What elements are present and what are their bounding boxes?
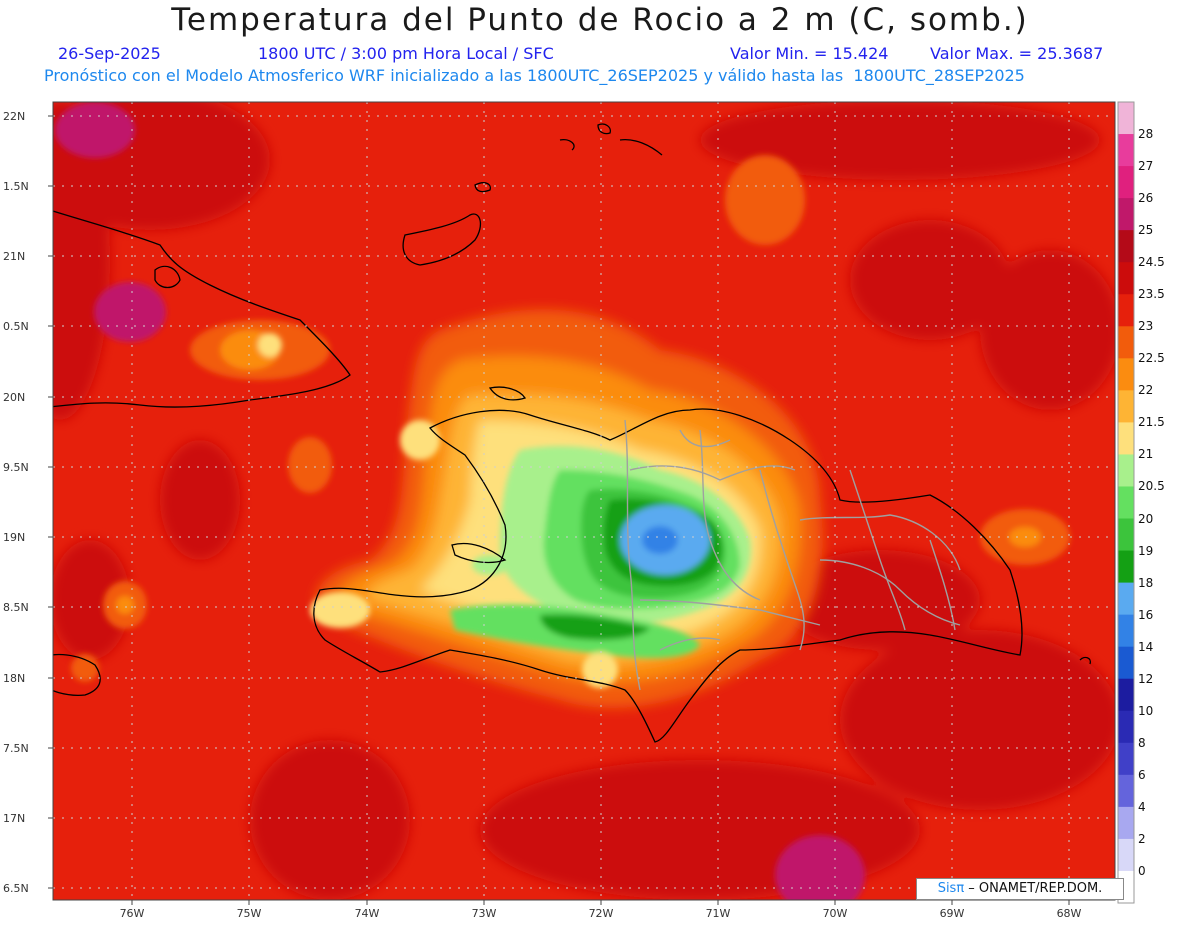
legend-swatch — [1118, 646, 1134, 680]
lat-label: 20N — [3, 391, 25, 404]
legend-level-label: 14 — [1138, 639, 1154, 654]
forecast-date: 26-Sep-2025 — [58, 44, 161, 63]
legend-swatch — [1118, 678, 1134, 712]
lon-axis-labels: 76W 75W 74W 73W 72W 71W 70W 69W 68W — [120, 907, 1082, 920]
legend-swatch — [1118, 230, 1134, 263]
legend-swatch — [1118, 326, 1134, 359]
legend-level-label: 2 — [1138, 831, 1146, 846]
lat-label: 7.5N — [3, 742, 29, 755]
watermark: Sisπ – ONAMET/REP.DOM. — [916, 878, 1124, 900]
legend-level-label: 22 — [1138, 383, 1154, 398]
lat-label: 8.5N — [3, 601, 29, 614]
graticule — [53, 102, 1115, 900]
max-value: Valor Max. = 25.3687 — [930, 44, 1104, 63]
forecast-note: Pronóstico con el Modelo Atmosferico WRF… — [44, 66, 1025, 85]
legend-colorbar — [1117, 101, 1135, 904]
lat-label: 9.5N — [3, 461, 29, 474]
legend-level-label: 21 — [1138, 447, 1154, 462]
lon-label: 71W — [706, 907, 731, 920]
legend-swatch — [1118, 390, 1134, 423]
legend-swatch — [1118, 774, 1134, 808]
min-value: Valor Min. = 15.424 — [730, 44, 889, 63]
lat-label: 22N — [3, 110, 25, 123]
map-title: Temperatura del Punto de Rocio a 2 m (C,… — [171, 2, 1029, 38]
legend-swatch — [1118, 806, 1134, 840]
lon-label: 69W — [940, 907, 965, 920]
legend-level-label: 10 — [1138, 703, 1154, 718]
axis-ticks — [48, 115, 1070, 905]
coastlines — [53, 123, 1091, 743]
lon-label: 76W — [120, 907, 145, 920]
province-borders — [624, 419, 961, 691]
legend-level-label: 6 — [1138, 767, 1146, 782]
legend-swatch — [1118, 198, 1134, 231]
legend-swatch — [1118, 422, 1134, 455]
legend-level-label: 23.5 — [1138, 287, 1165, 302]
legend-swatch — [1118, 262, 1134, 295]
lat-label: 17N — [3, 812, 25, 825]
map-frame — [52, 101, 1116, 901]
lon-label: 75W — [237, 907, 262, 920]
lat-axis-labels: 22N 1.5N 21N 0.5N 20N 9.5N 19N 8.5N 18N … — [3, 110, 29, 895]
lat-label: 6.5N — [3, 882, 29, 895]
legend-swatch — [1118, 486, 1134, 520]
legend-swatch — [1118, 518, 1134, 552]
lon-label: 74W — [355, 907, 380, 920]
legend-level-label: 19 — [1138, 543, 1154, 558]
legend-swatch — [1118, 582, 1134, 616]
lat-label: 21N — [3, 250, 25, 263]
legend-swatch — [1118, 358, 1134, 391]
legend-frame — [1117, 101, 1135, 904]
watermark-brand: Sisπ — [937, 881, 965, 896]
legend-level-label: 22.5 — [1138, 351, 1165, 366]
legend-swatch — [1118, 134, 1134, 167]
legend-swatch — [1118, 102, 1134, 135]
lon-label: 72W — [589, 907, 614, 920]
legend-swatch — [1118, 454, 1134, 487]
lat-label: 19N — [3, 531, 25, 544]
legend-level-label: 4 — [1138, 799, 1146, 814]
legend-level-label: 26 — [1138, 191, 1154, 206]
legend-level-label: 24.5 — [1138, 255, 1165, 270]
lon-label: 70W — [823, 907, 848, 920]
forecast-time: 1800 UTC / 3:00 pm Hora Local / SFC — [258, 44, 554, 63]
legend-swatch — [1118, 550, 1134, 584]
legend-level-label: 23 — [1138, 319, 1154, 334]
legend-level-label: 12 — [1138, 671, 1154, 686]
lat-label: 1.5N — [3, 180, 29, 193]
legend-level-label: 25 — [1138, 223, 1154, 238]
lat-label: 0.5N — [3, 320, 29, 333]
legend-swatch — [1118, 742, 1134, 776]
field-shading — [53, 102, 1115, 900]
legend-level-label: 20 — [1138, 511, 1154, 526]
legend-level-label: 20.5 — [1138, 479, 1165, 494]
legend-level-label: 8 — [1138, 735, 1146, 750]
legend-swatch — [1118, 710, 1134, 744]
legend-swatch — [1118, 294, 1134, 327]
legend-swatch — [1118, 838, 1134, 872]
legend-swatch — [1118, 166, 1134, 199]
legend-level-label: 0 — [1138, 863, 1146, 878]
lon-label: 68W — [1057, 907, 1082, 920]
legend-level-label: 16 — [1138, 607, 1154, 622]
legend-swatch — [1118, 614, 1134, 648]
lon-label: 73W — [472, 907, 497, 920]
lat-label: 18N — [3, 672, 25, 685]
legend-level-label: 18 — [1138, 575, 1154, 590]
legend-level-label: 28 — [1138, 127, 1154, 142]
watermark-text: – ONAMET/REP.DOM. — [964, 881, 1103, 896]
legend-level-label: 27 — [1138, 159, 1154, 174]
legend-level-label: 21.5 — [1138, 415, 1165, 430]
